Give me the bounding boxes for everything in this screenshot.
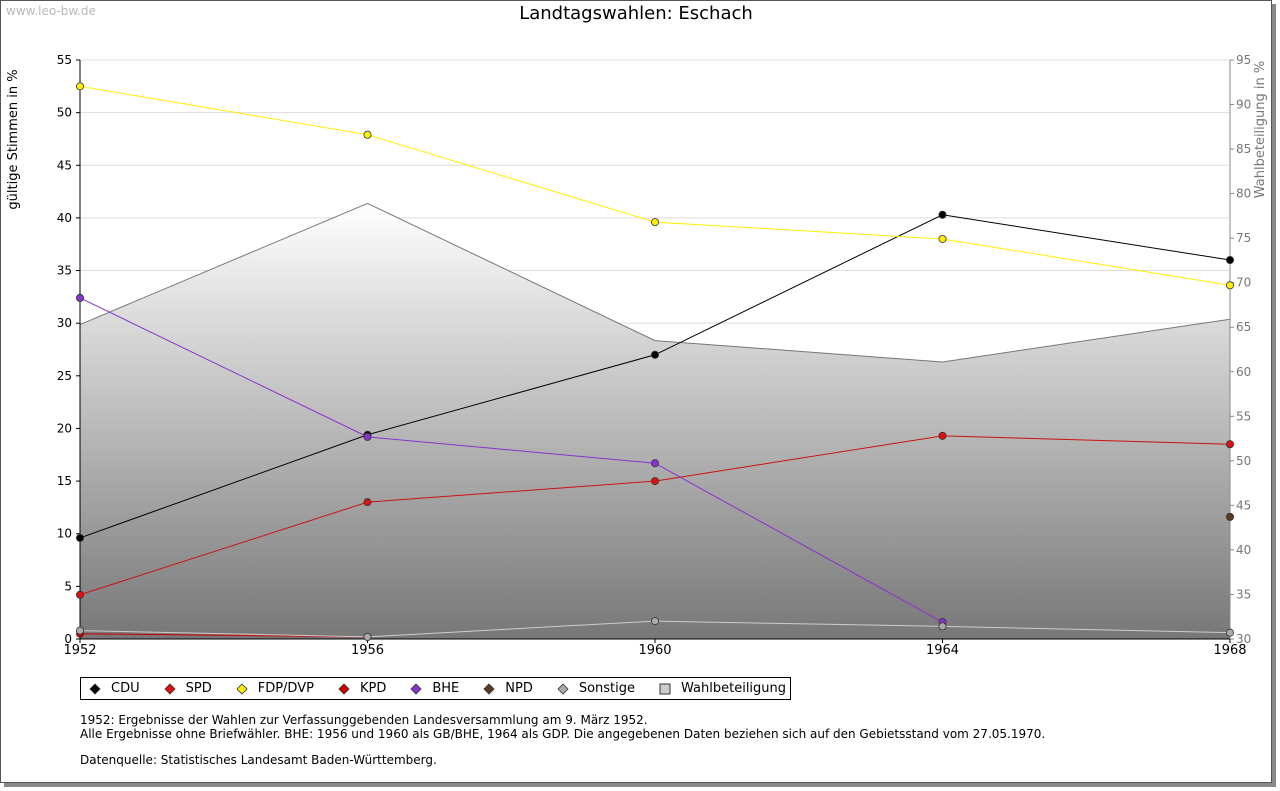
series-line-kpd xyxy=(79,633,368,638)
note-general: Alle Ergebnisse ohne Briefwähler. BHE: 1… xyxy=(80,727,1046,741)
legend-item-fdp-dvp: FDP/DVP xyxy=(234,681,314,696)
y-tick-label: 0 xyxy=(64,632,72,646)
y-tick-label: 15 xyxy=(57,474,72,488)
y-tick-label: 10 xyxy=(57,527,72,541)
series-line-bhe xyxy=(79,297,943,623)
y-tick-label: 45 xyxy=(57,158,72,172)
legend-label: FDP/DVP xyxy=(257,681,314,696)
y-tick-label: 20 xyxy=(57,421,72,435)
legend-label: NPD xyxy=(505,681,533,696)
point-spd-1952 xyxy=(76,590,85,599)
y-tick-label: 40 xyxy=(57,211,72,225)
y2-tick-label: 65 xyxy=(1236,320,1251,334)
point-spd-1956 xyxy=(363,498,372,507)
legend-label: BHE xyxy=(432,681,460,696)
legend-diamond-icon xyxy=(408,682,424,695)
y2-tick-label: 85 xyxy=(1236,142,1251,156)
point-bhe-1952 xyxy=(76,293,85,302)
y-tick-label: 30 xyxy=(57,316,72,330)
legend-label: Sonstige xyxy=(578,681,636,696)
x-tick-label-1952: 1952 xyxy=(63,643,96,658)
legend-item-kpd: KPD xyxy=(336,681,386,696)
point-sonstige-1964 xyxy=(938,622,947,631)
point-fdp-dvp-1960 xyxy=(651,218,660,227)
point-spd-1968 xyxy=(1226,440,1235,449)
x-tick-label-1956: 1956 xyxy=(351,643,384,658)
area-wahlbeteiligung xyxy=(80,203,1230,639)
legend-diamond-icon xyxy=(162,682,178,695)
y-tick-label: 55 xyxy=(57,53,72,67)
point-bhe-1956 xyxy=(363,432,372,441)
point-bhe-1960 xyxy=(651,459,660,468)
y2-tick-label: 55 xyxy=(1236,409,1251,423)
point-sonstige-1968 xyxy=(1226,628,1235,637)
point-cdu-1968 xyxy=(1226,256,1235,265)
point-fdp-dvp-1964 xyxy=(938,234,947,243)
legend-label: Wahlbeteiligung xyxy=(681,681,787,696)
legend-diamond-icon xyxy=(481,682,497,695)
y-tick-label: 50 xyxy=(57,106,72,120)
legend-diamond-icon xyxy=(87,682,103,695)
legend-item-npd: NPD xyxy=(481,681,533,696)
y2-tick-label: 40 xyxy=(1236,543,1251,557)
chart-title: Landtagswahlen: Eschach xyxy=(519,3,753,24)
legend-item-cdu: CDU xyxy=(87,681,140,696)
y2-tick-label: 70 xyxy=(1236,276,1251,290)
y2-tick-label: 75 xyxy=(1236,231,1251,245)
legend-item-spd: SPD xyxy=(162,681,212,696)
y2-tick-label: 45 xyxy=(1236,498,1251,512)
legend-item-wahlbeteiligung: Wahlbeteiligung xyxy=(657,681,786,696)
point-fdp-dvp-1968 xyxy=(1226,281,1235,290)
y2-tick-label: 50 xyxy=(1236,454,1251,468)
y2-axis-label: Wahlbeteiligung in % xyxy=(1253,61,1268,198)
point-fdp-dvp-1956 xyxy=(363,130,372,139)
y-tick-label: 35 xyxy=(57,264,72,278)
note-1952: 1952: Ergebnisse der Wahlen zur Verfassu… xyxy=(80,713,648,727)
point-spd-1960 xyxy=(651,477,660,486)
y2-tick-label: 90 xyxy=(1236,98,1251,112)
point-sonstige-1956 xyxy=(363,632,372,641)
y-tick-label: 5 xyxy=(64,579,72,593)
y-axis-label: gültige Stimmen in % xyxy=(6,69,21,209)
legend-label: SPD xyxy=(185,681,212,696)
y2-tick-label: 35 xyxy=(1236,587,1251,601)
data-source: Datenquelle: Statistisches Landesamt Bad… xyxy=(80,753,437,767)
legend-diamond-icon xyxy=(234,682,250,695)
x-tick-label-1964: 1964 xyxy=(926,643,959,658)
watermark: www.leo-bw.de xyxy=(6,4,96,18)
y-tick-label: 25 xyxy=(57,369,72,383)
point-cdu-1960 xyxy=(651,350,660,359)
x-tick-label-1968: 1968 xyxy=(1213,643,1246,658)
legend-item-bhe: BHE xyxy=(408,681,459,696)
point-sonstige-1960 xyxy=(651,617,660,626)
legend-item-sonstige: Sonstige xyxy=(555,681,635,696)
point-cdu-1952 xyxy=(76,533,85,542)
y2-tick-label: 80 xyxy=(1236,187,1251,201)
line-wahlbeteiligung xyxy=(79,202,1231,363)
legend-diamond-icon xyxy=(336,682,352,695)
legend-label: CDU xyxy=(111,681,140,696)
y2-tick-label: 60 xyxy=(1236,365,1251,379)
legend: CDU SPD FDP/DVP KPD BHE NPD Sonstige Wahlbeteil… xyxy=(80,677,792,700)
legend-square-icon xyxy=(657,683,673,695)
y2-tick-label: 30 xyxy=(1236,632,1251,646)
y2-tick-label: 95 xyxy=(1236,53,1251,67)
point-cdu-1964 xyxy=(938,210,947,219)
legend-diamond-icon xyxy=(555,682,571,695)
point-spd-1964 xyxy=(938,431,947,440)
x-tick-label-1960: 1960 xyxy=(638,643,671,658)
point-sonstige-1952 xyxy=(76,626,85,635)
legend-label: KPD xyxy=(359,681,387,696)
point-fdp-dvp-1952 xyxy=(76,82,85,91)
point-npd-1968 xyxy=(1226,512,1235,521)
